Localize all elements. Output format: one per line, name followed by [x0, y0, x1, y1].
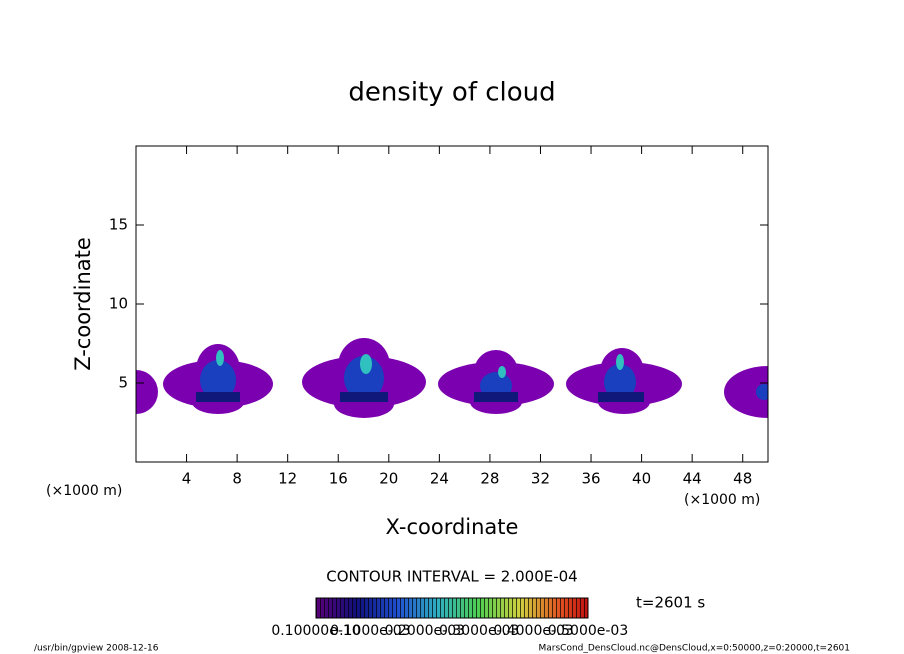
x-tick-label: 36	[581, 470, 600, 488]
time-label: t=2601 s	[636, 594, 705, 612]
x-tick-label: 24	[430, 470, 449, 488]
y-unit: (×1000 m)	[46, 483, 122, 499]
x-tick-label: 8	[232, 470, 242, 488]
x-tick-label: 48	[733, 470, 752, 488]
x-tick-label: 44	[683, 470, 702, 488]
x-tick-label: 32	[531, 470, 550, 488]
x-tick-label: 28	[480, 470, 499, 488]
colorbar-label: 0.10000e-10	[271, 623, 360, 639]
colorbar-label: 0.4000e-03	[493, 623, 573, 639]
plot-frame	[135, 145, 769, 463]
colorbar-stripes	[316, 598, 588, 618]
footer-left: /usr/bin/gpview 2008-12-16	[34, 644, 159, 654]
x-axis-label: X-coordinate	[386, 515, 519, 539]
x-tick-label: 20	[379, 470, 398, 488]
contour-interval: CONTOUR INTERVAL = 2.000E-04	[326, 568, 577, 586]
y-axis-label: Z-coordinate	[71, 237, 95, 371]
colorbar-label: 0.2000e-03	[385, 623, 465, 639]
colorbar-label: 0.5000e-03	[548, 623, 628, 639]
x-tick-label: 40	[632, 470, 651, 488]
y-tick-label: 15	[109, 216, 128, 234]
chart-title: density of cloud	[348, 78, 555, 108]
y-tick-label: 10	[109, 295, 128, 313]
cloud-field	[136, 338, 768, 418]
x-tick-label: 12	[278, 470, 297, 488]
x-tick-label: 4	[182, 470, 192, 488]
colorbar-label: 0.1000e-03	[330, 623, 410, 639]
y-tick-label: 5	[118, 374, 128, 392]
x-unit: (×1000 m)	[684, 492, 760, 508]
colorbar-label: 0.3000e-03	[439, 623, 519, 639]
colorbar-labels: 0.10000e-100.1000e-030.2000e-030.3000e-0…	[271, 623, 628, 639]
x-tick-label: 16	[329, 470, 348, 488]
footer-right: MarsCond_DensCloud.nc@DensCloud,x=0:5000…	[539, 644, 851, 654]
